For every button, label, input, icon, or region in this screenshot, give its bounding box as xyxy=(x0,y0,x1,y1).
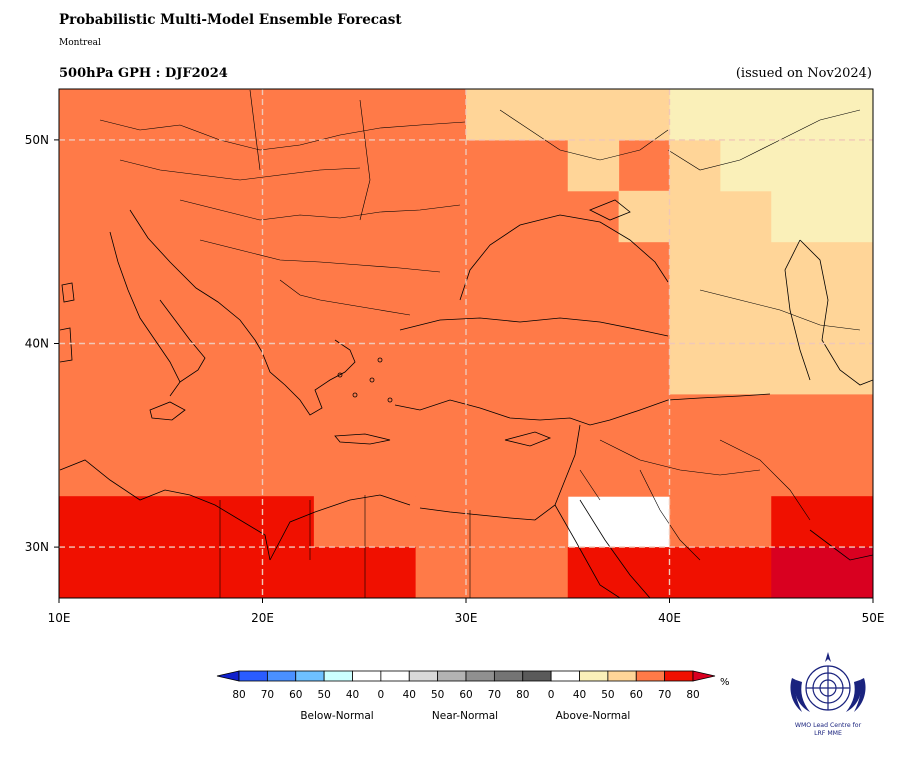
colorbar-tick-label: 40 xyxy=(573,689,586,701)
probability-cell-11 xyxy=(720,139,873,192)
lat-tick-label: 50N xyxy=(25,133,49,147)
probability-cell-4 xyxy=(567,89,670,141)
colorbar-tick-label: 50 xyxy=(317,689,330,701)
chart-title: Probabilistic Multi-Model Ensemble Forec… xyxy=(59,12,402,28)
colorbar-segment xyxy=(352,670,382,682)
coastlines xyxy=(59,199,873,598)
lon-tick-label: 10E xyxy=(48,611,71,625)
probability-cell-16 xyxy=(59,496,314,548)
probability-cell-2 xyxy=(466,241,670,497)
colorbar-segment xyxy=(266,670,297,682)
colorbar-tick-label: 60 xyxy=(289,689,302,701)
colorbar-tick-label: 70 xyxy=(488,689,501,701)
probability-cell-12 xyxy=(771,190,873,243)
lat-tick-label: 40N xyxy=(25,337,49,351)
colorbar-tick-label: 0 xyxy=(378,689,385,701)
colorbar-tick-label: 40 xyxy=(403,689,416,701)
probability-cell-5 xyxy=(567,139,620,192)
lat-tick-label: 30N xyxy=(25,540,49,554)
colorbar-segment xyxy=(408,670,439,682)
wmo-logo-icon xyxy=(790,652,866,712)
colorbar-tick-label: 50 xyxy=(431,689,444,701)
colorbar-extend-left xyxy=(216,670,240,682)
colorbar-tick-label: 0 xyxy=(548,689,555,701)
colorbar-segment xyxy=(664,670,694,682)
probability-cell-10 xyxy=(669,89,873,141)
colorbar-tick-label: 50 xyxy=(601,689,614,701)
gridlines xyxy=(59,89,873,598)
colorbar-segment xyxy=(493,670,524,682)
probability-cell-6 xyxy=(618,190,670,243)
colorbar-tick-label: 80 xyxy=(686,689,699,701)
chart-subtitle: Montreal xyxy=(59,38,101,48)
colorbar-segment xyxy=(437,670,467,682)
country-borders xyxy=(99,89,861,598)
probability-cell-19 xyxy=(771,496,873,548)
probability-cell-7 xyxy=(669,139,721,395)
colorbar: 80 70 60 50 40 0 40 50 60 70 80 0 40 50 60 70 80 Below-No… xyxy=(216,670,730,722)
colorbar-segment xyxy=(607,670,637,682)
colorbar-tick-label: 60 xyxy=(459,689,472,701)
probability-cell-17 xyxy=(59,547,416,598)
colorbar-segment xyxy=(579,670,609,682)
probability-cell-8 xyxy=(720,190,772,395)
probability-cell-15 xyxy=(313,496,416,548)
colorbar-tick-label: 70 xyxy=(261,689,274,701)
colorbar-segment xyxy=(238,670,268,682)
colorbar-group-label: Below-Normal xyxy=(300,710,373,722)
colorbar-unit: % xyxy=(720,677,730,688)
colorbar-segment xyxy=(295,670,325,682)
colorbar-tick-label: 80 xyxy=(516,689,529,701)
colorbar-segment xyxy=(522,670,552,682)
colorbar-segment xyxy=(465,670,495,682)
probability-cell-3 xyxy=(466,89,569,141)
lon-tick-label: 50E xyxy=(862,611,885,625)
issued-label: (issued on Nov2024) xyxy=(735,66,872,81)
logo-caption: WMO Lead Centre for LRF MME xyxy=(794,722,862,737)
colorbar-tick-label: 80 xyxy=(232,689,245,701)
variable-label: 500hPa GPH : DJF2024 xyxy=(59,66,228,81)
colorbar-segment xyxy=(380,670,410,682)
axis-ticks: 10E 20E 30E 40E 50E 30N 40N 50N xyxy=(25,133,885,625)
colorbar-tick-label: 60 xyxy=(630,689,643,701)
lon-tick-label: 20E xyxy=(251,611,274,625)
colorbar-extend-right xyxy=(692,670,716,682)
colorbar-tick-label: 70 xyxy=(658,689,671,701)
colorbar-group-label: Near-Normal xyxy=(432,710,498,722)
probability-cells xyxy=(59,89,873,598)
colorbar-segment xyxy=(323,670,353,682)
colorbar-tick-label: 40 xyxy=(346,689,359,701)
colorbar-segment xyxy=(550,670,580,682)
colorbar-segment xyxy=(635,670,666,682)
lon-tick-label: 30E xyxy=(455,611,478,625)
probability-cell-20 xyxy=(771,547,873,598)
colorbar-group-label: Above-Normal xyxy=(556,710,631,722)
probability-cell-9 xyxy=(771,241,873,395)
lon-tick-label: 40E xyxy=(658,611,681,625)
